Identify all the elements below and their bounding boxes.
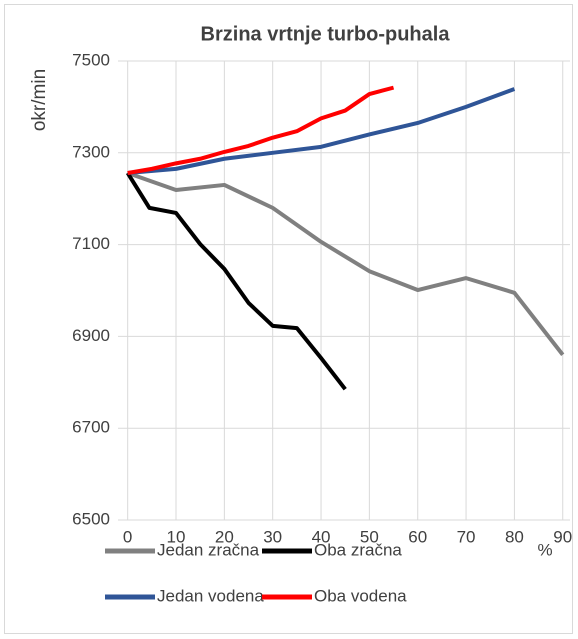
legend-label: Jedan zračna	[157, 540, 260, 559]
x-tick-label: 60	[408, 527, 427, 546]
y-axis-label: okr/min	[29, 69, 50, 131]
chart-title: Brzina vrtnje turbo-puhala	[201, 23, 451, 45]
x-tick-label: 40	[312, 527, 331, 546]
x-tick-label: 0	[123, 527, 132, 546]
series-line	[125, 171, 347, 391]
y-tick-label: 7100	[72, 234, 110, 253]
y-tick-label: 6500	[72, 509, 110, 528]
x-tick-label: 10	[167, 527, 186, 546]
x-tick-label: 80	[505, 527, 524, 546]
x-tick-label: 20	[215, 527, 234, 546]
chart-border	[4, 4, 573, 634]
series-line	[127, 87, 516, 175]
x-axis-label: %	[537, 540, 552, 559]
x-tick-label: 50	[360, 527, 379, 546]
x-tick-label: 30	[263, 527, 282, 546]
y-tick-label: 6700	[72, 418, 110, 437]
y-tick-label: 7300	[72, 142, 110, 161]
y-tick-label: 7500	[72, 50, 110, 69]
y-tick-label: 6900	[72, 326, 110, 345]
series-line	[127, 171, 565, 356]
legend-label: Jedan vodena	[157, 586, 264, 605]
series-line	[127, 85, 395, 175]
x-tick-label: 90	[553, 527, 572, 546]
legend-label: Oba vodena	[314, 586, 407, 605]
x-tick-label: 70	[457, 527, 476, 546]
legend-label: Oba zračna	[314, 540, 402, 559]
